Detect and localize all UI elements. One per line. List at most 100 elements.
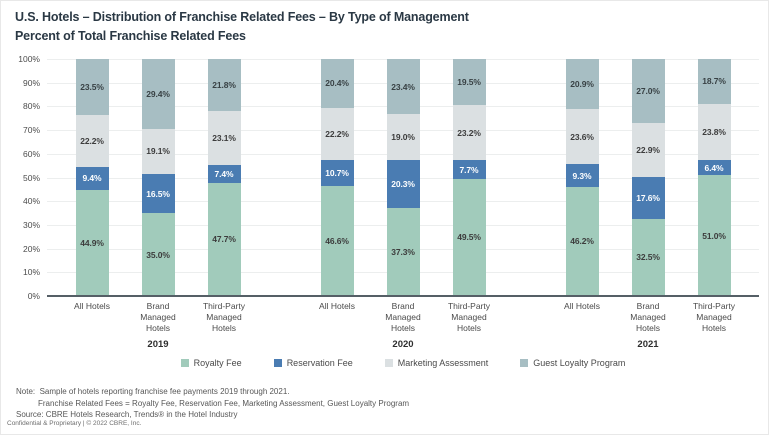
bar-column: 18.7% 23.8% 6.4% 51.0% [681, 59, 747, 296]
legend-item-marketing-assessment: Marketing Assessment [384, 358, 489, 368]
bar-segment-royalty-fee: 46.2% [565, 186, 599, 296]
bar-value-label: 23.2% [457, 127, 481, 138]
bar-segment-royalty-fee: 37.3% [386, 207, 420, 296]
bar-groups: 23.5% 22.2% 9.4% 44.9% 29.4% 19.1% 16.5% 35.0% 2… [47, 59, 759, 350]
bar-value-label: 16.5% [146, 188, 170, 199]
bar-value-label: 23.5% [80, 81, 104, 92]
y-axis-label: 80% [22, 101, 40, 112]
bar-segment-reservation-fee: 10.7% [320, 160, 354, 186]
stacked-bar: 21.8% 23.1% 7.4% 47.7% [207, 59, 241, 296]
bar-value-label: 9.3% [572, 170, 592, 181]
bar-value-label: 18.7% [702, 76, 726, 87]
bar-segment-royalty-fee: 49.5% [452, 178, 486, 296]
bar-segment-marketing-assessment: 23.8% [697, 103, 731, 160]
x-axis-label: Brand Managed Hotels [385, 301, 421, 334]
bar-column: 23.5% 22.2% 9.4% 44.9% [59, 59, 125, 296]
stacked-bar: 27.0% 22.9% 17.6% 32.5% [631, 59, 665, 296]
x-axis-label: All Hotels [319, 301, 355, 311]
bar-segment-marketing-assessment: 23.6% [565, 108, 599, 165]
x-axis-label: Brand Managed Hotels [630, 301, 666, 334]
x-axis-label: All Hotels [74, 301, 110, 311]
legend-swatch [273, 359, 282, 367]
legend-label: Guest Loyalty Program [533, 358, 626, 368]
legend-swatch [384, 359, 393, 367]
bar-segment-reservation-fee: 6.4% [697, 159, 731, 176]
bar-value-label: 46.2% [570, 236, 594, 247]
bar-column: 20.9% 23.6% 9.3% 46.2% [549, 59, 615, 296]
title-block: U.S. Hotels – Distribution of Franchise … [15, 8, 469, 47]
y-axis-label: 50% [22, 172, 40, 183]
bar-value-label: 47.7% [212, 234, 236, 245]
bar-column: 23.4% 19.0% 20.3% 37.3% [370, 59, 436, 296]
bar-column: 21.8% 23.1% 7.4% 47.7% [191, 59, 257, 296]
bar-value-label: 6.4% [704, 162, 724, 173]
bar-value-label: 19.5% [457, 77, 481, 88]
bar-segment-reservation-fee: 17.6% [631, 177, 665, 219]
bar-group: 20.4% 22.2% 10.7% 46.6% 23.4% 19.0% 20.3% 37.3%… [304, 59, 502, 350]
stacked-bar: 19.5% 23.2% 7.7% 49.5% [452, 59, 486, 296]
bar-segment-marketing-assessment: 22.2% [75, 114, 109, 168]
bar-group: 20.9% 23.6% 9.3% 46.2% 27.0% 22.9% 17.6% 32.5% 1… [549, 59, 747, 350]
bar-value-label: 10.7% [325, 167, 349, 178]
y-axis-label: 90% [22, 77, 40, 88]
bar-column: 19.5% 23.2% 7.7% 49.5% [436, 59, 502, 296]
bar-segment-guest-loyalty-program: 23.5% [75, 59, 109, 115]
bar-value-label: 23.6% [570, 131, 594, 142]
x-axis-label: Third-Party Managed Hotels [202, 301, 246, 334]
y-axis-label: 70% [22, 125, 40, 136]
bar-value-label: 27.0% [636, 86, 660, 97]
bar-value-label: 17.6% [636, 193, 660, 204]
legend-swatch [520, 359, 529, 367]
bar-value-label: 23.8% [702, 126, 726, 137]
footnote-line: Source: CBRE Hotels Research, Trends® in… [16, 410, 238, 420]
bar-segment-royalty-fee: 46.6% [320, 185, 354, 296]
bar-value-label: 7.4% [214, 169, 234, 180]
bar-segment-marketing-assessment: 19.1% [141, 128, 175, 174]
legend-swatch [180, 359, 189, 367]
legend-label: Marketing Assessment [397, 358, 489, 368]
bar-value-label: 22.2% [80, 136, 104, 147]
bar-segment-reservation-fee: 7.7% [452, 160, 486, 179]
bar-value-label: 23.4% [391, 81, 415, 92]
y-axis-label: 60% [22, 148, 40, 159]
x-axis-label: All Hotels [564, 301, 600, 311]
bar-column: 27.0% 22.9% 17.6% 32.5% [615, 59, 681, 296]
plot-area: 23.5% 22.2% 9.4% 44.9% 29.4% 19.1% 16.5% 35.0% 2… [18, 54, 759, 350]
legend-item-reservation-fee: Reservation Fee [273, 358, 353, 368]
legend-item-guest-loyalty-program: Guest Loyalty Program [520, 358, 625, 368]
x-axis-labels: All Hotels Brand Managed Hotels Third-Part… [59, 301, 257, 338]
stacked-bar: 29.4% 19.1% 16.5% 35.0% [141, 59, 175, 296]
legend: Royalty Fee Reservation Fee Marketing Asse… [47, 358, 759, 368]
y-axis-label: 30% [22, 219, 40, 230]
bar-value-label: 20.9% [570, 78, 594, 89]
bar-value-label: 44.9% [80, 237, 104, 248]
x-axis-labels: All Hotels Brand Managed Hotels Third-Part… [304, 301, 502, 338]
footnote-line: Franchise Related Fees = Royalty Fee, Re… [38, 398, 410, 408]
footnote-line: Note: Sample of hotels reporting franchi… [16, 387, 290, 396]
bar-segment-royalty-fee: 32.5% [631, 218, 665, 296]
y-axis-label: 40% [22, 196, 40, 207]
bar-segment-marketing-assessment: 22.9% [631, 123, 665, 178]
bar-segment-marketing-assessment: 23.1% [207, 110, 241, 166]
bar-value-label: 21.8% [212, 79, 236, 90]
y-axis-label: 20% [22, 243, 40, 254]
bar-value-label: 19.1% [146, 146, 170, 157]
legend-item-royalty-fee: Royalty Fee [180, 358, 242, 368]
confidential-line: Confidential & Proprietary | © 2022 CBRE… [7, 420, 142, 427]
chart-subtitle: Percent of Total Franchise Related Fees [15, 29, 246, 44]
bar-value-label: 20.4% [325, 78, 349, 89]
bar-segment-reservation-fee: 9.3% [565, 164, 599, 187]
bar-segment-guest-loyalty-program: 21.8% [207, 59, 241, 111]
bars-row: 20.4% 22.2% 10.7% 46.6% 23.4% 19.0% 20.3% 37.3%… [304, 59, 502, 296]
stacked-bar: 20.9% 23.6% 9.3% 46.2% [565, 59, 599, 296]
bar-segment-guest-loyalty-program: 20.9% [565, 59, 599, 109]
x-axis-label: Brand Managed Hotels [140, 301, 176, 334]
bar-value-label: 32.5% [636, 252, 660, 263]
bar-segment-reservation-fee: 16.5% [141, 173, 175, 214]
bar-segment-marketing-assessment: 22.2% [320, 107, 354, 161]
bar-segment-reservation-fee: 9.4% [75, 167, 109, 190]
bar-segment-reservation-fee: 7.4% [207, 165, 241, 183]
bar-column: 29.4% 19.1% 16.5% 35.0% [125, 59, 191, 296]
stacked-bar: 20.4% 22.2% 10.7% 46.6% [320, 59, 354, 296]
year-label: 2021 [637, 339, 659, 350]
